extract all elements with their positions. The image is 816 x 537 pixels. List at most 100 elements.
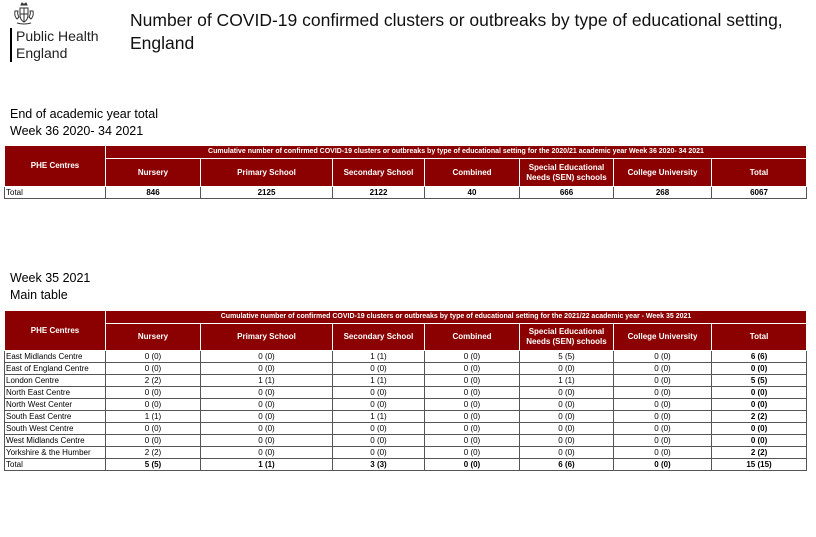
column-header: Secondary School xyxy=(332,323,425,351)
table-cell: 0 (0) xyxy=(710,362,808,375)
section1-heading-1: End of academic year total xyxy=(10,107,158,121)
table-cell: 1 (1) xyxy=(332,350,425,363)
table-cell: 3 (3) xyxy=(332,458,425,471)
section2-heading-2: Main table xyxy=(10,288,68,302)
table-cell: 0 (0) xyxy=(332,386,425,399)
table-cell: 6067 xyxy=(711,186,807,199)
row-label: Total xyxy=(4,458,106,471)
table-cell: 2122 xyxy=(332,186,425,199)
table-row: North West Center 0 (0) 0 (0) 0 (0) 0 (0) 0 (… xyxy=(4,398,808,411)
table-cell: 0 (0) xyxy=(424,350,520,363)
table-cell: 0 (0) xyxy=(332,434,425,447)
table-cell: 15 (15) xyxy=(710,458,808,471)
table-cell: 0 (0) xyxy=(105,350,201,363)
table-row: East of England Centre 0 (0) 0 (0) 0 (0) 0 (… xyxy=(4,362,808,375)
column-header: Combined xyxy=(424,158,520,187)
table-cell: 0 (0) xyxy=(424,434,520,447)
table-cell: 0 (0) xyxy=(613,362,712,375)
row-label: London Centre xyxy=(4,374,106,387)
table-row: West Midlands Centre 0 (0) 0 (0) 0 (0) 0 (0)… xyxy=(4,434,808,447)
table-cell: 0 (0) xyxy=(519,386,614,399)
table-row: South West Centre 0 (0) 0 (0) 0 (0) 0 (0) 0 (… xyxy=(4,422,808,435)
logo-divider xyxy=(10,28,12,62)
column-header: Primary School xyxy=(200,323,333,351)
table-cell: 2 (2) xyxy=(105,446,201,459)
column-header-row: Nursery Primary School Secondary School … xyxy=(5,323,808,351)
table-row: Total 846 2125 2122 40 666 268 6067 xyxy=(4,186,807,199)
column-header: Secondary School xyxy=(332,158,425,187)
table-cell: 1 (1) xyxy=(519,374,614,387)
table-row: East Midlands Centre 0 (0) 0 (0) 1 (1) 0 (0)… xyxy=(4,350,808,363)
table-cell: 0 (0) xyxy=(105,398,201,411)
table-cell: 0 (0) xyxy=(519,398,614,411)
table-cell: 0 (0) xyxy=(424,410,520,423)
table-cell: 0 (0) xyxy=(200,398,333,411)
column-header: College University xyxy=(613,323,712,351)
table-cell: 2 (2) xyxy=(710,446,808,459)
column-header: Special Educational Needs (SEN) schools xyxy=(519,323,614,351)
section1-heading-2: Week 36 2020- 34 2021 xyxy=(10,124,144,138)
table-cell: 1 (1) xyxy=(332,374,425,387)
table-cell: 0 (0) xyxy=(332,446,425,459)
column-header: Combined xyxy=(424,323,520,351)
table-cell: 0 (0) xyxy=(424,386,520,399)
table-cell: 0 (0) xyxy=(424,374,520,387)
table-cell: 0 (0) xyxy=(613,374,712,387)
table-row: North East Centre 0 (0) 0 (0) 0 (0) 0 (0) 0 (… xyxy=(4,386,808,399)
table-cell: 0 (0) xyxy=(613,434,712,447)
table-cell: 0 (0) xyxy=(200,350,333,363)
table-cell: 0 (0) xyxy=(105,422,201,435)
span-header: Cumulative number of confirmed COVID-19 … xyxy=(104,310,808,324)
table-cell: 0 (0) xyxy=(613,386,712,399)
royal-crest-icon xyxy=(14,2,34,25)
table-cell: 0 (0) xyxy=(519,410,614,423)
table-cell: 666 xyxy=(519,186,614,199)
table-cell: 1 (1) xyxy=(200,458,333,471)
row-label: Total xyxy=(4,186,106,199)
academic-year-total-table: PHE Centres Cumulative number of confirm… xyxy=(4,145,807,199)
row-label: South West Centre xyxy=(4,422,106,435)
table-cell: 0 (0) xyxy=(105,434,201,447)
table-row: South East Centre 1 (1) 0 (0) 1 (1) 0 (0) 0 (… xyxy=(4,410,808,423)
table-cell: 0 (0) xyxy=(200,362,333,375)
table-cell: 5 (5) xyxy=(105,458,201,471)
table-cell: 5 (5) xyxy=(519,350,614,363)
corner-header: PHE Centres xyxy=(4,145,106,187)
logo-line-2: England xyxy=(16,45,68,61)
table-cell: 0 (0) xyxy=(200,434,333,447)
row-label: East of England Centre xyxy=(4,362,106,375)
table-cell: 846 xyxy=(105,186,201,199)
row-label: North West Center xyxy=(4,398,106,411)
table-cell: 0 (0) xyxy=(424,458,520,471)
table-cell: 0 (0) xyxy=(710,398,808,411)
main-table: PHE Centres Cumulative number of confirm… xyxy=(4,310,808,471)
table-cell: 0 (0) xyxy=(710,434,808,447)
table-cell: 5 (5) xyxy=(710,374,808,387)
row-label: Yorkshire & the Humber xyxy=(4,446,106,459)
table-row: Yorkshire & the Humber 2 (2) 0 (0) 0 (0) 0 (… xyxy=(4,446,808,459)
table-cell: 268 xyxy=(613,186,712,199)
table-cell: 6 (6) xyxy=(519,458,614,471)
table-cell: 2 (2) xyxy=(710,410,808,423)
section2-heading-1: Week 35 2021 xyxy=(10,271,91,285)
column-header-row: Nursery Primary School Secondary School … xyxy=(5,158,807,187)
row-label: South East Centre xyxy=(4,410,106,423)
table-row: London Centre 2 (2) 1 (1) 1 (1) 0 (0) 1 (1) 0 … xyxy=(4,374,808,387)
row-label: East Midlands Centre xyxy=(4,350,106,363)
column-header: College University xyxy=(613,158,712,187)
table-cell: 0 (0) xyxy=(200,422,333,435)
table-cell: 1 (1) xyxy=(105,410,201,423)
column-header: Total xyxy=(710,323,808,351)
table-cell: 0 (0) xyxy=(424,362,520,375)
table-cell: 0 (0) xyxy=(105,386,201,399)
logo-line-1: Public Health xyxy=(16,28,99,44)
table-cell: 0 (0) xyxy=(332,398,425,411)
table-cell: 0 (0) xyxy=(613,350,712,363)
table-cell: 1 (1) xyxy=(332,410,425,423)
table-cell: 0 (0) xyxy=(332,422,425,435)
table-cell: 0 (0) xyxy=(710,422,808,435)
column-header: Nursery xyxy=(105,323,201,351)
table-cell: 0 (0) xyxy=(200,446,333,459)
table-cell: 0 (0) xyxy=(424,446,520,459)
table-cell: 0 (0) xyxy=(424,422,520,435)
